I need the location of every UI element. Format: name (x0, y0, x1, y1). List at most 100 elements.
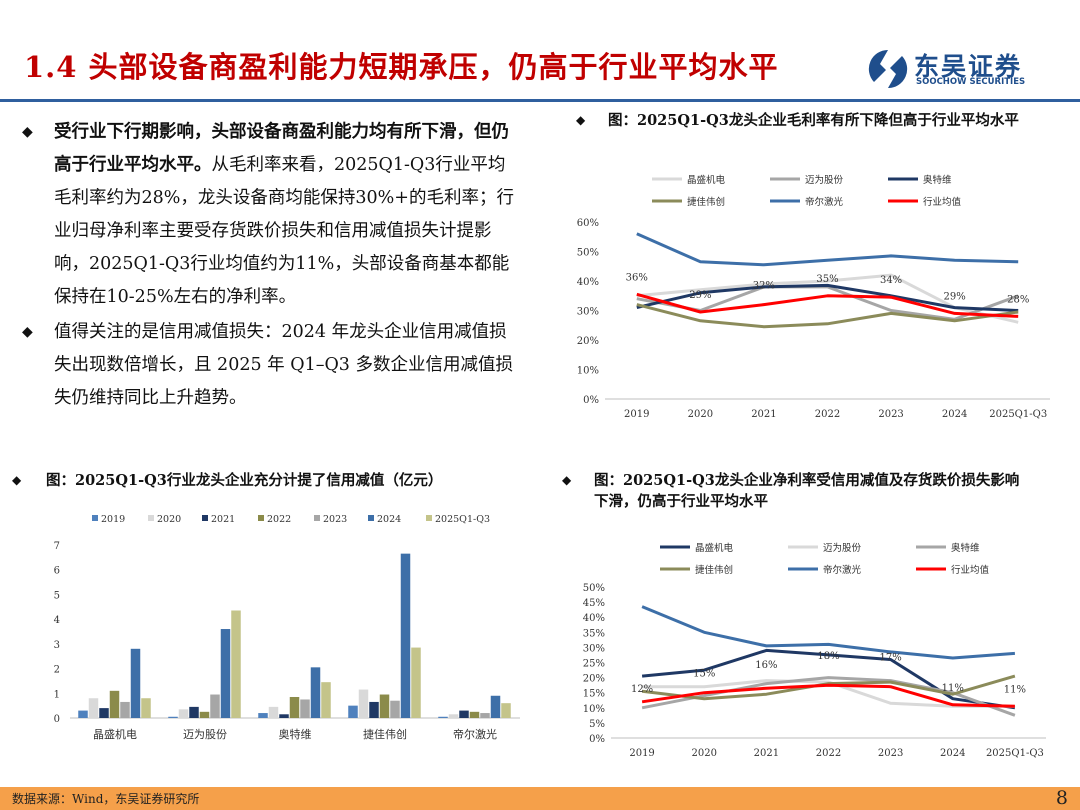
bar (469, 711, 480, 718)
bar (348, 705, 358, 718)
y-tick-label: 50% (577, 248, 599, 259)
legend-label: 2024 (377, 514, 401, 525)
x-tick-label: 捷佳伟创 (363, 727, 407, 741)
credit-impairment-chart: 2019 2020 2021 2022 2023 2024 2025Q1-Q3 0 1 2 3 4 5 6… (54, 514, 520, 741)
legend-label: 2022 (267, 514, 291, 525)
bar (220, 629, 231, 718)
page-number: 8 (1055, 787, 1068, 809)
x-tick-label: 2020 (691, 748, 716, 759)
series-line (641, 648, 1016, 710)
y-tick-label: 10% (583, 704, 605, 715)
x-tick-label: 2023 (878, 409, 903, 420)
data-label: 17% (880, 653, 902, 664)
bullet-bold-text: 受行业下行期影响，头部设备商盈利能力均有所下滑，但仍高于行业平均水平。 (54, 122, 509, 175)
y-tick-label: 2 (54, 665, 60, 676)
y-tick-label: 20% (577, 336, 599, 347)
page-title: 1.4 头部设备商盈利能力短期承压，仍高于行业平均水平 (24, 50, 779, 84)
data-label: 29% (944, 291, 966, 302)
x-tick-label: 2020 (688, 409, 713, 420)
y-tick-label: 45% (583, 598, 605, 609)
diamond-bullet-icon: ◆ (12, 473, 22, 487)
footer-bar: 数据来源：Wind，东吴证券研究所 8 (0, 787, 1080, 810)
figure-title-credit-impairment: ◆ 图：2025Q1-Q3行业龙头企业充分计提了信用减值（亿元） (12, 472, 443, 489)
data-label: 32% (753, 281, 775, 292)
legend-label: 捷佳伟创 (687, 196, 725, 208)
logo-chinese-name: 东吴证券 (914, 52, 1023, 81)
series-line (636, 283, 1019, 312)
x-tick-label: 奥特维 (279, 727, 312, 741)
bar (310, 667, 321, 718)
legend-label: 迈为股份 (823, 542, 862, 554)
bar (411, 647, 421, 718)
logo-mark-icon (868, 49, 908, 89)
diamond-bullet-icon: ◆ (562, 473, 572, 487)
legend-swatch (426, 515, 432, 521)
y-tick-label: 1 (54, 689, 60, 700)
y-tick-label: 3 (54, 640, 60, 651)
y-tick-label: 10% (577, 366, 599, 377)
legend-swatch (368, 515, 374, 521)
x-tick-label: 2021 (754, 748, 779, 759)
y-tick-label: 25% (583, 659, 605, 670)
bar (199, 711, 210, 718)
x-tick-label: 2021 (751, 409, 776, 420)
legend-label: 晶盛机电 (687, 174, 726, 186)
x-tick-label: 2023 (878, 748, 903, 759)
figure-title-net-margin: ◆ 图：2025Q1-Q3龙头企业净利率受信用减值及存货跌价损失影响下滑，仍高于… (562, 472, 1020, 510)
diamond-bullet-icon: ◆ (22, 124, 33, 140)
data-source: 数据来源：Wind，东吴证券研究所 (12, 792, 200, 806)
x-tick-label: 迈为股份 (183, 728, 227, 741)
data-label: 18% (817, 651, 839, 662)
legend-label: 行业均值 (923, 196, 962, 208)
y-tick-label: 0 (54, 714, 60, 725)
bar (480, 713, 490, 718)
bar (438, 716, 448, 718)
x-tick-label: 2019 (624, 409, 649, 420)
series-line (641, 683, 1015, 708)
bar (120, 701, 130, 718)
bar (459, 710, 469, 718)
x-tick-label: 晶盛机电 (93, 727, 137, 741)
diamond-bullet-icon: ◆ (22, 324, 33, 340)
header-divider (0, 99, 1080, 102)
y-tick-label: 5% (589, 719, 605, 730)
legend-label: 2019 (101, 514, 125, 525)
y-tick-label: 40% (577, 277, 599, 288)
bar (99, 708, 109, 718)
diamond-bullet-icon: ◆ (576, 113, 586, 127)
series-line (636, 303, 1019, 329)
legend-label: 迈为股份 (805, 174, 844, 186)
x-tick-label: 帝尔激光 (453, 727, 497, 741)
logo-english-name: SOOCHOW SECURITIES (916, 77, 1026, 87)
bar (130, 648, 141, 718)
bar (78, 710, 88, 718)
y-tick-label: 30% (577, 307, 599, 318)
x-tick-label: 2025Q1-Q3 (986, 748, 1044, 759)
bar (258, 713, 268, 718)
legend-label: 捷佳伟创 (695, 564, 733, 576)
series-line (636, 232, 1019, 267)
x-tick-label: 2022 (815, 409, 840, 420)
x-tick-label: 2024 (942, 409, 967, 420)
legend-label: 2021 (211, 514, 235, 525)
bullet-item: ◆ 受行业下行期影响，头部设备商盈利能力均有所下滑，但仍高于行业平均水平。从毛利… (20, 116, 520, 314)
legend-label: 帝尔激光 (805, 196, 844, 208)
bar (109, 690, 120, 718)
legend-label: 行业均值 (951, 564, 990, 576)
figure-title-gross-margin: ◆ 图：2025Q1-Q3龙头企业毛利率有所下降但高于行业平均水平 (576, 112, 1019, 129)
legend-swatch (258, 515, 264, 521)
legend-swatch (92, 515, 98, 521)
bullet-text: 从毛利率来看，2025Q1-Q3行业平均毛利率约为28%，龙头设备商均能保持30… (54, 155, 514, 307)
data-label: 12% (631, 684, 653, 695)
x-tick-label: 2019 (629, 748, 654, 759)
bar (279, 714, 289, 718)
x-tick-label: 2025Q1-Q3 (989, 409, 1047, 420)
legend-label: 帝尔激光 (823, 564, 862, 576)
y-tick-label: 60% (577, 218, 599, 229)
y-tick-label: 5 (54, 590, 60, 601)
y-tick-label: 50% (583, 583, 605, 594)
bullet-item: ◆ 值得关注的是信用减值损失：2024 年龙头企业信用减值损失出现数倍增长，且 … (20, 316, 520, 415)
bar (390, 700, 400, 718)
